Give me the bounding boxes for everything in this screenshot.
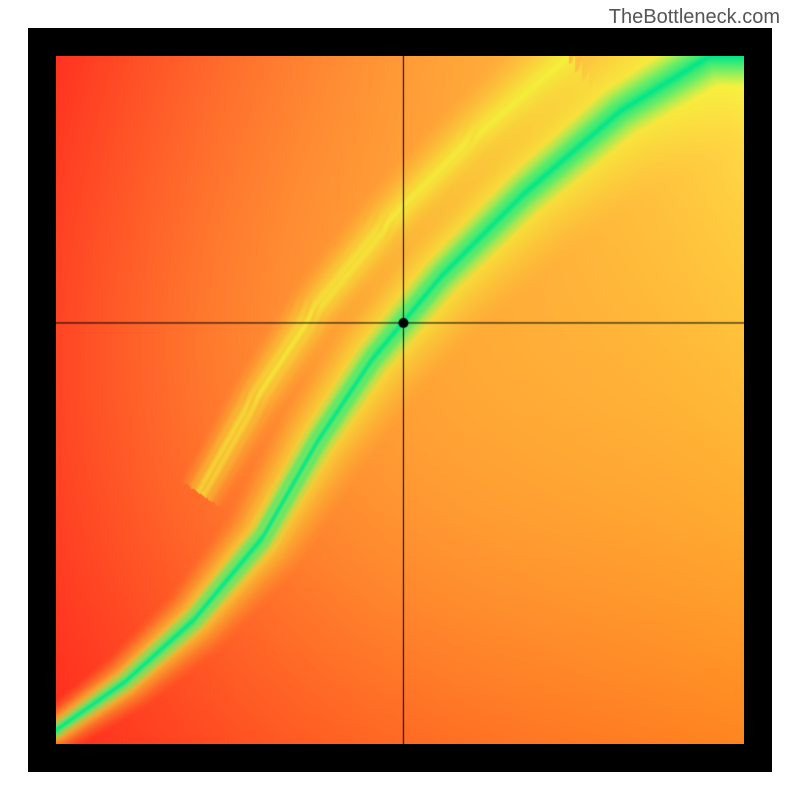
heatmap-canvas bbox=[56, 56, 744, 744]
chart-container: TheBottleneck.com bbox=[0, 0, 800, 800]
plot-frame bbox=[28, 28, 772, 772]
watermark-text: TheBottleneck.com bbox=[609, 6, 780, 29]
